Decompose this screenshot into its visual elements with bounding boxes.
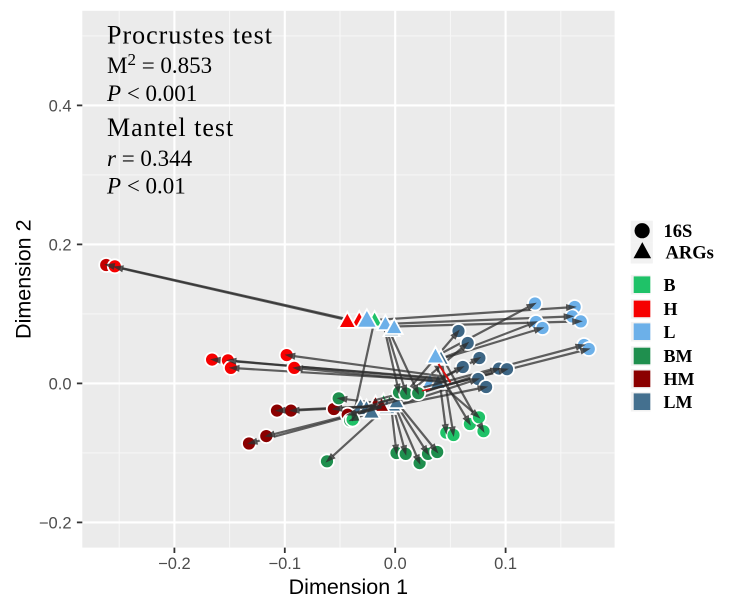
svg-text:r = 0.344: r = 0.344: [107, 146, 193, 171]
svg-text:Dimension 2: Dimension 2: [12, 219, 36, 339]
svg-text:Mantel test: Mantel test: [107, 113, 234, 142]
svg-text:Dimension 1: Dimension 1: [289, 575, 409, 599]
svg-text:H: H: [664, 299, 678, 319]
svg-text:P < 0.01: P < 0.01: [106, 174, 186, 199]
svg-text:0.1: 0.1: [494, 555, 517, 573]
svg-text:LM: LM: [664, 392, 693, 412]
svg-text:B: B: [664, 275, 676, 295]
svg-text:0.2: 0.2: [49, 237, 72, 255]
svg-text:HM: HM: [664, 369, 695, 389]
svg-text:Procrustes test: Procrustes test: [107, 21, 273, 50]
svg-text:L: L: [664, 322, 676, 342]
svg-text:−0.1: −0.1: [269, 555, 302, 573]
svg-text:16S: 16S: [664, 222, 693, 242]
svg-text:−0.2: −0.2: [158, 555, 191, 573]
svg-text:0.0: 0.0: [384, 555, 407, 573]
svg-text:M2 = 0.853: M2 = 0.853: [107, 50, 212, 78]
svg-text:0.4: 0.4: [49, 98, 72, 116]
svg-text:P < 0.001: P < 0.001: [106, 81, 197, 106]
svg-text:BM: BM: [664, 346, 693, 366]
svg-text:−0.2: −0.2: [39, 515, 72, 533]
svg-text:ARGs: ARGs: [666, 244, 714, 264]
svg-text:0.0: 0.0: [49, 376, 72, 394]
